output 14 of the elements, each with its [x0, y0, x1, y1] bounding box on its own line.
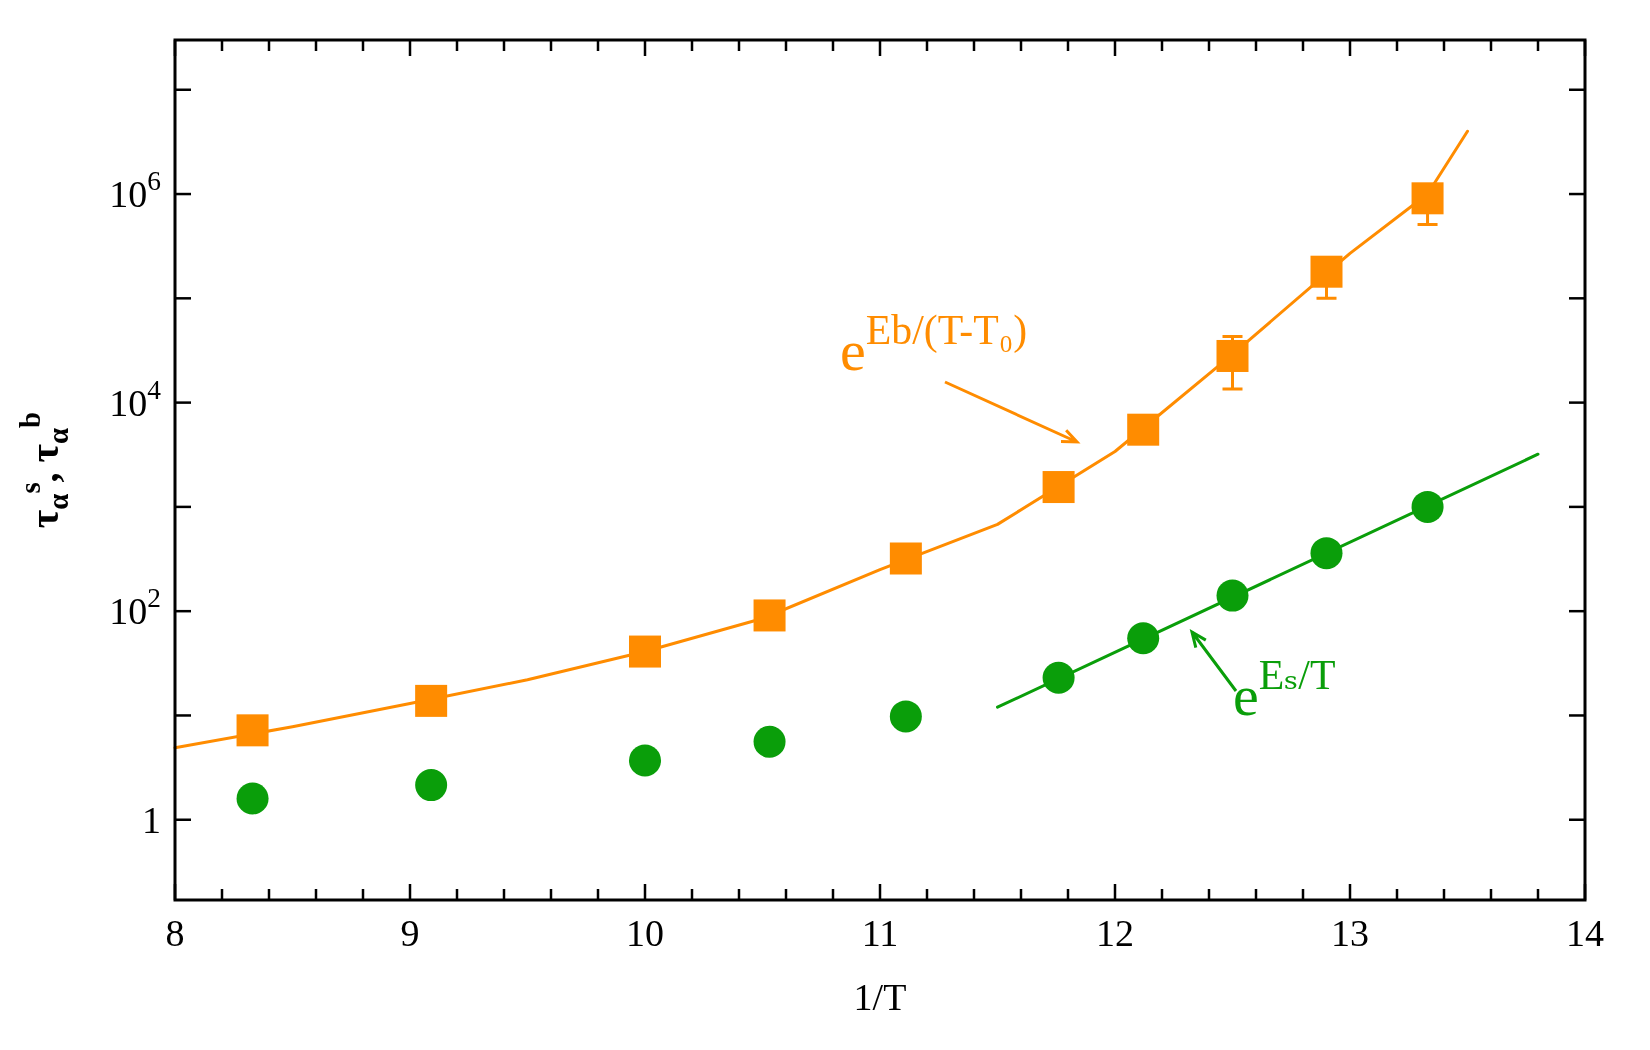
- x-tick-label: 12: [1096, 912, 1134, 954]
- y-tick-label: 10$^{4}$: [109, 374, 162, 424]
- x-tick-label: 10: [626, 912, 664, 954]
- x-tick-label: 9: [400, 912, 420, 954]
- x-tick-label: 14: [1566, 912, 1604, 954]
- y-tick-label: 10$^{6}$: [109, 165, 161, 216]
- annotation: e$^{Eₛ/T}$: [1233, 651, 1336, 728]
- x-tick-label: 8: [165, 912, 185, 954]
- y-tick-label: 10$^{2}$: [109, 583, 161, 633]
- x-tick-label: 11: [861, 912, 899, 954]
- annotation: e$^{Eb/(T-T₀)}$: [840, 306, 1028, 383]
- x-axis-title: 1/T: [853, 976, 907, 1018]
- x-tick-label: 13: [1331, 912, 1369, 954]
- y-tick-label: 1: [142, 798, 161, 841]
